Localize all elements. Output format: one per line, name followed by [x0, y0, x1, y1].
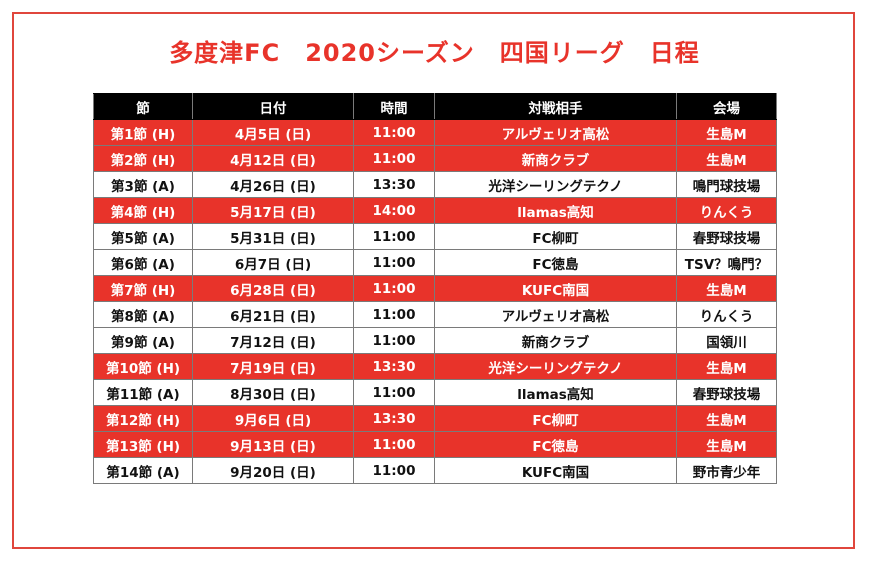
cell-date: 4月5日 (日): [192, 119, 354, 146]
cell-date: 6月7日 (日): [192, 249, 354, 276]
cell-date: 5月17日 (日): [192, 197, 354, 224]
cell-opponent: KUFC南国: [434, 275, 677, 302]
table-row: 第14節 (A) 9月20日 (日) 11:00 KUFC南国 野市青少年: [93, 457, 777, 484]
cell-opponent: llamas高知: [434, 197, 677, 224]
cell-time: 11:00: [353, 457, 435, 484]
cell-time: 11:00: [353, 119, 435, 146]
cell-opponent: 新商クラブ: [434, 327, 677, 354]
table-row: 第1節 (H) 4月5日 (日) 11:00 アルヴェリオ高松 生島M: [93, 119, 777, 146]
cell-opponent: アルヴェリオ高松: [434, 301, 677, 328]
cell-round: 第11節 (A): [93, 379, 193, 406]
cell-date: 6月28日 (日): [192, 275, 354, 302]
table-row: 第12節 (H) 9月6日 (日) 13:30 FC柳町 生島M: [93, 405, 777, 432]
cell-date: 7月19日 (日): [192, 353, 354, 380]
cell-date: 9月6日 (日): [192, 405, 354, 432]
cell-round: 第14節 (A): [93, 457, 193, 484]
cell-venue: 生島M: [676, 275, 777, 302]
cell-round: 第2節 (H): [93, 145, 193, 172]
cell-venue: 生島M: [676, 353, 777, 380]
cell-venue: 生島M: [676, 145, 777, 172]
header-venue: 会場: [676, 93, 777, 120]
cell-time: 11:00: [353, 275, 435, 302]
cell-date: 5月31日 (日): [192, 223, 354, 250]
cell-time: 11:00: [353, 145, 435, 172]
page-frame: [12, 12, 855, 549]
cell-round: 第13節 (H): [93, 431, 193, 458]
header-round: 節: [93, 93, 193, 120]
cell-time: 13:30: [353, 171, 435, 198]
cell-time: 11:00: [353, 249, 435, 276]
cell-time: 11:00: [353, 431, 435, 458]
cell-round: 第7節 (H): [93, 275, 193, 302]
table-row: 第13節 (H) 9月13日 (日) 11:00 FC徳島 生島M: [93, 431, 777, 458]
cell-date: 9月20日 (日): [192, 457, 354, 484]
cell-time: 11:00: [353, 327, 435, 354]
cell-date: 4月12日 (日): [192, 145, 354, 172]
cell-opponent: アルヴェリオ高松: [434, 119, 677, 146]
header-opponent: 対戦相手: [434, 93, 677, 120]
cell-opponent: FC柳町: [434, 405, 677, 432]
table-row: 第9節 (A) 7月12日 (日) 11:00 新商クラブ 国領川: [93, 327, 777, 354]
cell-opponent: FC柳町: [434, 223, 677, 250]
cell-venue: りんくう: [676, 197, 777, 224]
cell-venue: 生島M: [676, 431, 777, 458]
cell-round: 第5節 (A): [93, 223, 193, 250]
cell-round: 第1節 (H): [93, 119, 193, 146]
table-row: 第2節 (H) 4月12日 (日) 11:00 新商クラブ 生島M: [93, 145, 777, 172]
cell-round: 第10節 (H): [93, 353, 193, 380]
cell-opponent: FC徳島: [434, 431, 677, 458]
table-row: 第7節 (H) 6月28日 (日) 11:00 KUFC南国 生島M: [93, 275, 777, 302]
cell-date: 7月12日 (日): [192, 327, 354, 354]
table-header-row: 節 日付 時間 対戦相手 会場: [93, 93, 777, 120]
cell-opponent: llamas高知: [434, 379, 677, 406]
cell-opponent: 光洋シーリングテクノ: [434, 171, 677, 198]
cell-round: 第4節 (H): [93, 197, 193, 224]
header-date: 日付: [192, 93, 354, 120]
cell-venue: 生島M: [676, 119, 777, 146]
cell-round: 第9節 (A): [93, 327, 193, 354]
table-row: 第10節 (H) 7月19日 (日) 13:30 光洋シーリングテクノ 生島M: [93, 353, 777, 380]
table-row: 第11節 (A) 8月30日 (日) 11:00 llamas高知 春野球技場: [93, 379, 777, 406]
table-row: 第3節 (A) 4月26日 (日) 13:30 光洋シーリングテクノ 鳴門球技場: [93, 171, 777, 198]
cell-venue: 春野球技場: [676, 223, 777, 250]
cell-date: 4月26日 (日): [192, 171, 354, 198]
cell-time: 13:30: [353, 405, 435, 432]
page-title: 多度津FC 2020シーズン 四国リーグ 日程: [169, 39, 700, 67]
cell-date: 8月30日 (日): [192, 379, 354, 406]
cell-opponent: 光洋シーリングテクノ: [434, 353, 677, 380]
cell-round: 第8節 (A): [93, 301, 193, 328]
cell-venue: TSV？鳴門？: [676, 249, 777, 276]
cell-venue: 鳴門球技場: [676, 171, 777, 198]
cell-time: 11:00: [353, 223, 435, 250]
cell-venue: 春野球技場: [676, 379, 777, 406]
cell-time: 11:00: [353, 379, 435, 406]
table-row: 第4節 (H) 5月17日 (日) 14:00 llamas高知 りんくう: [93, 197, 777, 224]
cell-venue: 野市青少年: [676, 457, 777, 484]
cell-opponent: FC徳島: [434, 249, 677, 276]
cell-round: 第6節 (A): [93, 249, 193, 276]
cell-venue: 生島M: [676, 405, 777, 432]
cell-opponent: 新商クラブ: [434, 145, 677, 172]
cell-round: 第3節 (A): [93, 171, 193, 198]
table-row: 第8節 (A) 6月21日 (日) 11:00 アルヴェリオ高松 りんくう: [93, 301, 777, 328]
cell-opponent: KUFC南国: [434, 457, 677, 484]
cell-venue: りんくう: [676, 301, 777, 328]
cell-round: 第12節 (H): [93, 405, 193, 432]
cell-date: 9月13日 (日): [192, 431, 354, 458]
header-time: 時間: [353, 93, 435, 120]
table-row: 第5節 (A) 5月31日 (日) 11:00 FC柳町 春野球技場: [93, 223, 777, 250]
cell-date: 6月21日 (日): [192, 301, 354, 328]
cell-time: 14:00: [353, 197, 435, 224]
cell-time: 11:00: [353, 301, 435, 328]
cell-venue: 国領川: [676, 327, 777, 354]
table-row: 第6節 (A) 6月7日 (日) 11:00 FC徳島 TSV？鳴門？: [93, 249, 777, 276]
schedule-table: 節 日付 時間 対戦相手 会場 第1節 (H) 4月5日 (日) 11:00 アルヴェ…: [93, 93, 777, 484]
cell-time: 13:30: [353, 353, 435, 380]
